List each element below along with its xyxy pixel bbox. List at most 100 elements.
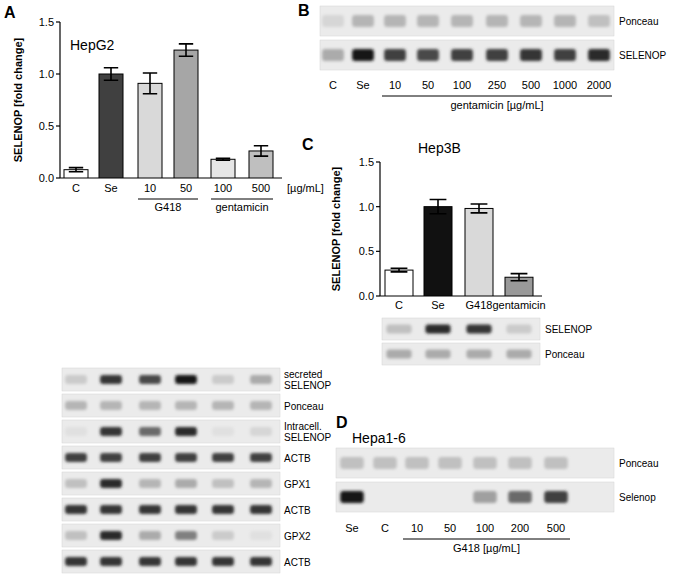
category-label: C <box>329 79 337 91</box>
band <box>373 491 397 503</box>
band <box>340 491 364 503</box>
y-tick <box>56 177 60 178</box>
y-tick <box>56 21 60 22</box>
bar <box>99 74 123 178</box>
band <box>405 491 429 503</box>
y-tick <box>56 73 60 74</box>
band <box>100 531 122 540</box>
row-label: ACTB <box>284 557 311 568</box>
panel-letter: C <box>302 136 314 153</box>
blot-background <box>62 368 280 391</box>
figure: 0.00.51.01.5SELENOP [fold change]AHepG2C… <box>0 0 675 582</box>
bands <box>322 49 610 61</box>
band <box>250 505 272 514</box>
y-tick <box>376 206 380 207</box>
band <box>65 375 87 384</box>
y-tick-label: 1.5 <box>39 16 54 28</box>
row-label-line: SELENOP <box>284 432 332 443</box>
category-label: C <box>72 182 80 194</box>
group-line <box>403 539 570 540</box>
blot-background <box>320 40 614 70</box>
error-bar <box>143 73 157 94</box>
row-label-line: Ponceau <box>545 349 584 360</box>
bar <box>174 50 198 178</box>
error-bar <box>254 146 268 156</box>
group-label: G418 [µg/mL] <box>453 542 520 554</box>
band <box>212 375 234 384</box>
category-label: C <box>381 522 389 534</box>
band <box>139 375 161 384</box>
panel-title: Hep3B <box>418 140 461 156</box>
group-label: G418 <box>155 201 182 213</box>
error-bar <box>391 268 408 272</box>
band <box>438 457 462 469</box>
y-tick-label: 1.0 <box>39 68 54 80</box>
row-label: Ponceau <box>284 401 323 412</box>
bands <box>65 557 272 566</box>
band <box>425 325 450 334</box>
band <box>65 557 87 566</box>
band <box>554 49 576 61</box>
bar-chart: 0.00.51.01.5SELENOP [fold change]CHep3BC… <box>302 136 546 311</box>
band <box>175 531 197 540</box>
bands <box>65 401 272 410</box>
row-label: ACTB <box>284 505 311 516</box>
band <box>175 427 197 436</box>
panel-title: Hepa1-6 <box>352 430 406 446</box>
band <box>100 427 122 436</box>
category-label: C <box>395 299 403 311</box>
band <box>417 49 439 61</box>
row-label-line: ACTB <box>284 505 311 516</box>
row-label: Selenop <box>619 492 656 503</box>
band <box>506 350 531 359</box>
panel-letter: D <box>336 414 348 431</box>
band <box>486 49 508 61</box>
row-label-line: secreted <box>284 369 322 380</box>
blot-background <box>62 550 280 573</box>
panel-letter: B <box>298 2 310 19</box>
band <box>250 427 272 436</box>
band <box>384 15 406 27</box>
row-label: ACTB <box>284 453 311 464</box>
blot-background <box>382 343 540 365</box>
band <box>451 15 473 27</box>
bands <box>65 479 272 488</box>
bar <box>424 207 452 296</box>
row-label-line: Intracell. <box>284 421 322 432</box>
row-label-line: GPX2 <box>284 531 311 542</box>
row-label: secretedSELENOP <box>284 369 332 391</box>
row-label: Ponceau <box>545 349 584 360</box>
band <box>466 325 491 334</box>
bands <box>65 427 272 436</box>
category-label: 50 <box>180 182 192 194</box>
band <box>520 49 542 61</box>
category-label: 10 <box>144 182 156 194</box>
row-label-line: Selenop <box>619 492 656 503</box>
category-label: gentamicin <box>492 299 545 311</box>
blot-background <box>382 318 540 340</box>
bands <box>65 453 272 462</box>
group-line <box>138 199 198 200</box>
category-label: 200 <box>511 522 529 534</box>
band <box>250 557 272 566</box>
band <box>386 325 411 334</box>
error-bar <box>69 168 83 172</box>
blot-background <box>62 420 280 443</box>
row-label-line: Ponceau <box>619 16 658 27</box>
band <box>212 479 234 488</box>
band <box>322 15 344 27</box>
band <box>417 15 439 27</box>
category-label: 500 <box>522 79 540 91</box>
y-tick-label: 1.5 <box>359 156 374 168</box>
category-label: 500 <box>547 522 565 534</box>
row-label: GPX2 <box>284 531 311 542</box>
band <box>139 401 161 410</box>
bar <box>465 208 493 296</box>
category-label: Se <box>104 182 117 194</box>
error-bar <box>104 68 118 80</box>
y-tick <box>56 125 60 126</box>
band <box>139 531 161 540</box>
category-label: 500 <box>252 182 270 194</box>
panel-title: HepG2 <box>70 37 115 53</box>
row-label-line: GPX1 <box>284 479 311 490</box>
